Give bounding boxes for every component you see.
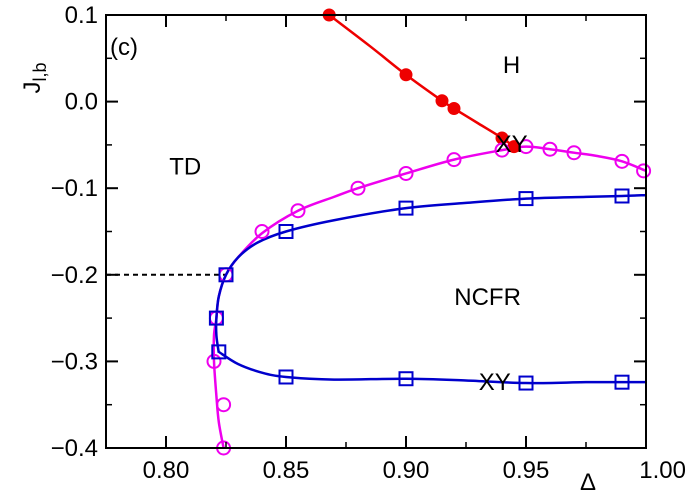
series-2-point-1: [278, 224, 294, 239]
series-1-point-9: [446, 152, 462, 168]
x-tick-label-0: 0.80: [143, 457, 190, 484]
series-2-point-4: [614, 188, 630, 204]
series-0-point-3: [447, 102, 461, 116]
region-label-xy-4: XY: [479, 369, 511, 396]
y-tick-label-3: −0.1: [51, 175, 98, 202]
series-3-point-1: [278, 369, 294, 385]
series-2-point-0: [218, 267, 234, 283]
series-2-point-3: [518, 191, 534, 207]
series-2-point-2: [398, 200, 414, 216]
series-1-point-2: [206, 353, 222, 369]
y-axis-label-main: J: [19, 82, 46, 94]
axes: 0.80 0.85 0.90 0.95 1.00 −0.4 −0.3 −0.2 −0.1 0.0 0…: [19, 2, 686, 496]
y-tick-label-0: −0.4: [51, 435, 98, 462]
series-1-point-6: [290, 203, 306, 219]
region-labels: H TD XY NCFR XY: [169, 52, 527, 396]
y-tick-label-5: 0.1: [65, 2, 98, 29]
y-axis-label: Jl,b: [19, 62, 50, 93]
x-tick-label-1: 0.85: [263, 457, 310, 484]
series-1-curve: [212, 145, 646, 448]
x-tick-label-3: 0.95: [503, 457, 550, 484]
series-2-curve: [214, 193, 646, 353]
series-0-curve: [328, 15, 515, 148]
series-1-point-1: [216, 397, 232, 413]
series-1-point-14: [614, 153, 630, 169]
series-1-point-13: [566, 145, 582, 161]
series-1-point-7: [350, 180, 366, 196]
panel-label: (c): [110, 34, 138, 61]
x-tick-label-2: 0.90: [383, 457, 430, 484]
series-3-point-3: [518, 375, 534, 391]
y-axis-label-subscript: l,b: [30, 62, 50, 81]
series-1-point-12: [542, 141, 558, 157]
x-tick-label-4: 1.00: [639, 457, 686, 484]
y-tick-label-4: 0.0: [65, 89, 98, 116]
region-label-xy-2: XY: [496, 131, 528, 158]
series-3-point-4: [614, 374, 630, 390]
series-curves: [106, 15, 646, 448]
series-markers: [206, 8, 652, 456]
series-3-point-0: [211, 344, 227, 360]
series-1-point-10: [494, 142, 510, 158]
series-3-point-2: [398, 371, 414, 387]
series-0-point-2: [435, 94, 449, 108]
x-axis-label: Δ: [580, 469, 596, 496]
y-tick-label-2: −0.2: [51, 262, 98, 289]
extra-marker-0: [208, 310, 224, 326]
region-label-td-1: TD: [169, 153, 201, 180]
series-3-curve: [218, 350, 646, 385]
y-tick-label-1: −0.3: [51, 348, 98, 375]
region-label-ncfr-3: NCFR: [454, 284, 521, 311]
series-1-point-15: [636, 163, 652, 179]
series-1-point-5: [254, 224, 270, 239]
series-0-point-1: [399, 68, 413, 82]
series-1-point-11: [518, 139, 534, 155]
series-1-point-8: [398, 165, 414, 181]
region-label-h-0: H: [503, 52, 520, 79]
